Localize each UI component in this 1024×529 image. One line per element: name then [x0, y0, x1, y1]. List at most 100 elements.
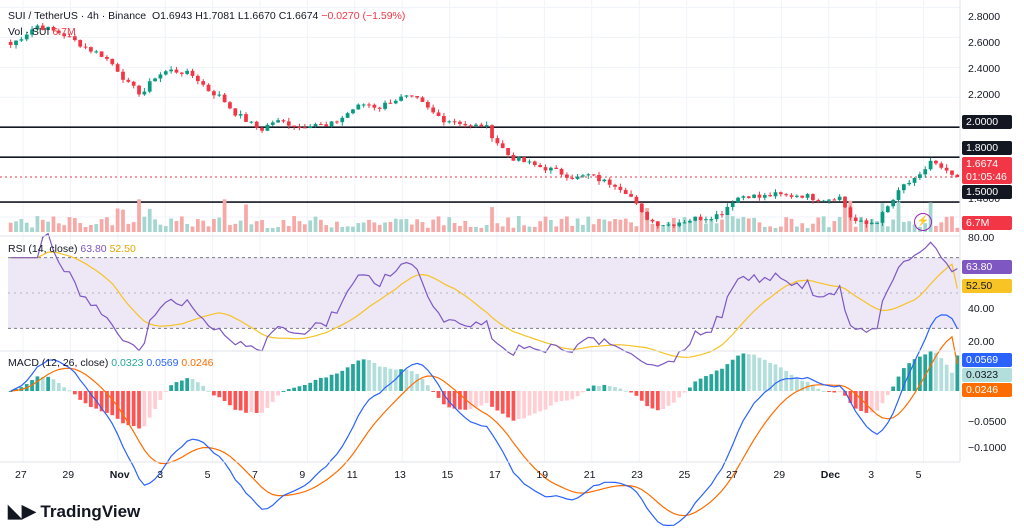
- volume-bar: [725, 208, 730, 232]
- candle-body: [399, 96, 403, 101]
- macd-hist-bar: [56, 383, 61, 391]
- volume-bar: [201, 220, 206, 232]
- volume-bar: [356, 223, 361, 232]
- volume-bar: [468, 226, 473, 232]
- volume-bar: [934, 225, 938, 232]
- volume-bar: [832, 221, 837, 232]
- macd-hist-bar: [142, 391, 147, 427]
- candle-body: [495, 138, 500, 144]
- macd-hist-bar: [372, 362, 377, 391]
- volume-bar: [99, 219, 104, 232]
- level-tag-1-5[interactable]: 1.5000: [962, 185, 1012, 199]
- macd-hist-bar: [554, 391, 559, 403]
- volume-bar: [607, 221, 612, 232]
- candle-body: [137, 85, 141, 95]
- volume-bar: [784, 217, 789, 232]
- volume-bar: [896, 201, 901, 232]
- candle-body: [859, 220, 863, 222]
- candle-body: [244, 114, 248, 122]
- macd-hist-bar: [811, 385, 815, 391]
- candle-body: [602, 179, 607, 182]
- level-tag-1-8[interactable]: 1.8000: [962, 141, 1012, 155]
- volume-bar: [516, 216, 521, 232]
- candle-body: [907, 182, 912, 185]
- volume-bar: [538, 221, 543, 232]
- macd-hist-bar: [655, 391, 660, 411]
- macd-hist-bar: [661, 391, 666, 409]
- macd-hist-bar: [222, 391, 227, 402]
- macd-hist-bar: [431, 391, 436, 392]
- volume-label[interactable]: Vol · SUI: [8, 26, 50, 38]
- candle-body: [527, 161, 532, 163]
- level-tag-2[interactable]: 2.0000: [962, 115, 1012, 129]
- volume-bar: [484, 225, 489, 232]
- macd-hist-bar: [869, 391, 874, 413]
- macd-hist-bar: [78, 391, 83, 400]
- volume-bar: [714, 223, 719, 232]
- volume-bar: [228, 225, 232, 232]
- candle-body: [292, 125, 297, 127]
- volume-bar: [816, 217, 821, 232]
- candle-body: [126, 79, 131, 82]
- time-tick: 27: [726, 469, 738, 481]
- candle-body: [875, 222, 879, 224]
- horizontal-levels[interactable]: [0, 126, 960, 203]
- candle-body: [185, 70, 190, 74]
- candle-body: [313, 124, 318, 127]
- time-tick: Nov: [109, 469, 130, 481]
- volume-bar: [655, 225, 660, 232]
- rsi-label[interactable]: RSI (14, close): [8, 243, 78, 255]
- volume-bar: [853, 226, 858, 232]
- candle-body: [885, 206, 890, 213]
- candle-body: [634, 196, 639, 204]
- volume-bar: [527, 226, 532, 232]
- candle-body: [768, 195, 773, 197]
- alert-icon[interactable]: ⚡: [914, 213, 932, 231]
- candle-body: [816, 200, 821, 202]
- candle-body: [490, 125, 494, 139]
- volume-bar: [891, 219, 896, 232]
- volume-bar: [762, 226, 767, 232]
- candle-body: [607, 179, 612, 185]
- rsi-ma-line: [10, 251, 958, 358]
- volume-bar: [260, 220, 264, 232]
- candle-body: [688, 220, 692, 223]
- macd-hist-bar: [351, 364, 355, 391]
- rsi-ma-tag: 52.50: [962, 279, 1012, 293]
- volume-bar: [554, 226, 559, 232]
- volume-bar: [746, 218, 751, 232]
- volume-bar: [270, 227, 275, 232]
- macd-hist-bar: [409, 371, 414, 391]
- brand-name: TradingView: [40, 502, 141, 521]
- volume-bar: [666, 221, 671, 232]
- volume-bar: [158, 224, 163, 232]
- volume-bar: [195, 219, 200, 232]
- macd-hist-bar: [928, 351, 933, 391]
- macd-hist-bar: [468, 391, 473, 410]
- macd-hist-bar: [741, 353, 746, 391]
- macd-hist-bar: [340, 370, 345, 391]
- candle-body: [944, 167, 949, 171]
- rsi-header: RSI (14, close) 63.80 52.50: [8, 243, 136, 255]
- macd-hist-bar: [153, 391, 157, 409]
- candle-body: [848, 207, 853, 218]
- rsi-tick: 40.00: [968, 303, 995, 315]
- macd-hist-bar: [896, 376, 901, 391]
- candle-body: [837, 196, 842, 200]
- candle-body: [725, 207, 730, 215]
- candle-body: [179, 72, 184, 74]
- macd-hist-bar: [286, 389, 291, 391]
- candle-body: [586, 174, 591, 176]
- tradingview-logo[interactable]: ◣▶ TradingView: [8, 501, 140, 522]
- macd-hist-bar: [83, 391, 88, 404]
- volume-bar: [319, 219, 323, 232]
- volume-bar: [142, 216, 147, 232]
- symbol-title[interactable]: SUI / TetherUS · 4h · Binance: [8, 10, 147, 22]
- macd-hist-bar: [217, 391, 222, 398]
- volume-bar: [281, 219, 286, 232]
- time-tick: 5: [204, 469, 211, 481]
- last-price: 1.6674: [966, 158, 999, 170]
- macd-hist-bar: [442, 391, 446, 405]
- macd-label[interactable]: MACD (12, 26, close): [8, 357, 109, 369]
